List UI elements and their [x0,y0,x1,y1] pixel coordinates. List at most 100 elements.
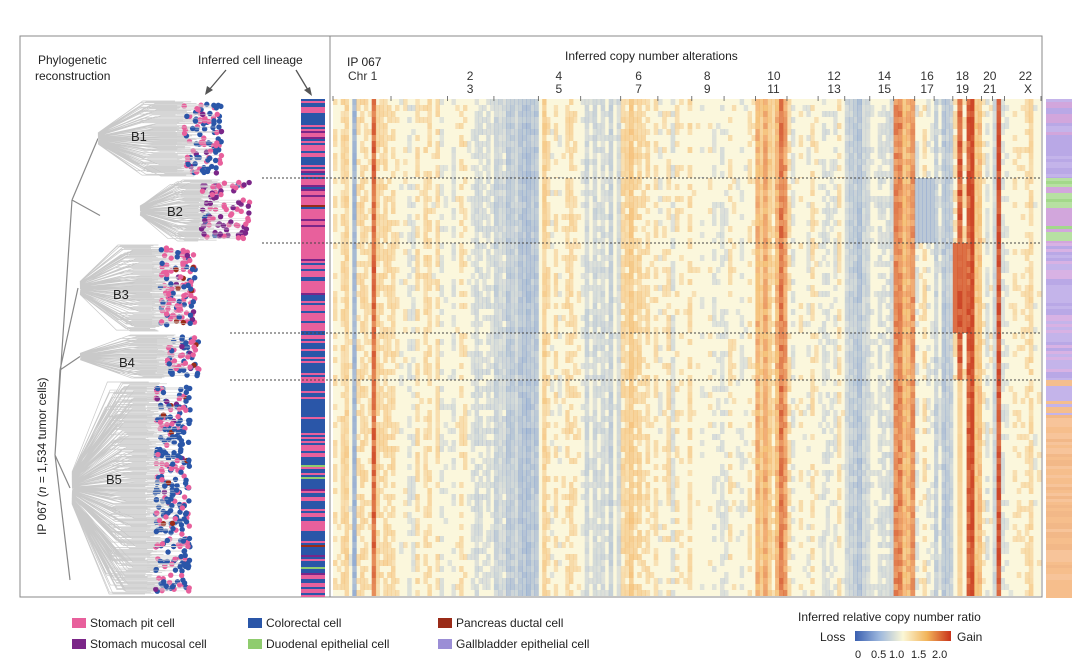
heatmap-cell [482,542,487,548]
lineage-row [301,123,325,125]
heatmap-cell [371,190,377,196]
heatmap-cell [482,105,487,111]
heatmap-cell [522,267,527,273]
heatmap-cell [375,147,380,153]
heatmap-cell [423,476,428,482]
heatmap-cell [344,147,349,153]
heatmap-cell [502,261,507,267]
cell-dot [179,334,186,340]
heatmap-cell [592,428,598,434]
heatmap-cell [493,560,499,566]
cell-dot [179,568,185,574]
heatmap-cell [534,273,539,279]
heatmap-cell [435,339,440,345]
heatmap-cell [403,159,408,165]
heatmap-cell [530,351,535,357]
right-lineage-row [1046,380,1072,383]
heatmap-cell [379,123,384,129]
heatmap-cell [518,345,523,351]
heatmap-cell [573,196,578,202]
heatmap-cell [344,345,349,351]
cell-dot [186,394,192,401]
heatmap-cell [333,135,338,141]
heatmap-cell [542,99,547,105]
lineage-row [301,211,325,213]
heatmap-cell [510,309,515,315]
heatmap-cell [379,440,384,446]
cell-dot [213,170,220,176]
heatmap-cell [526,321,531,327]
heatmap-cell [518,446,523,452]
heatmap-cell [356,578,361,584]
heatmap-cell [493,476,499,482]
lineage-row [301,571,325,573]
heatmap-cell [371,500,377,506]
heatmap-cell [553,434,559,440]
heatmap-cell [352,416,357,422]
right-lineage-row [1046,162,1072,165]
cell-dot [195,107,201,113]
heatmap-cell [518,458,523,464]
heatmap-cell [569,279,574,285]
heatmap-cell [411,226,416,232]
heatmap-cell [352,554,357,560]
heatmap-cell [534,369,539,375]
heatmap-cell [375,105,380,111]
heatmap-cell [592,321,598,327]
heatmap-cell [490,458,495,464]
right-lineage-row [1046,553,1072,556]
right-lineage-row [1046,202,1072,205]
heatmap-cell [522,255,527,261]
heatmap-cell [498,410,503,416]
heatmap-cell [549,190,555,196]
heatmap-cell [344,530,349,536]
lineage-row [301,329,325,331]
heatmap-cell [588,416,594,422]
heatmap-cell [592,129,598,135]
heatmap-cell [423,446,428,452]
heatmap-cell [478,536,483,542]
heatmap-cell [395,345,400,351]
heatmap-cell [356,380,361,386]
heatmap-cell [333,214,338,220]
cell-dot [176,582,183,588]
heatmap-cell [371,135,377,141]
heatmap-cell [522,232,527,238]
heatmap-cell [530,380,535,386]
heatmap-cell [371,165,377,171]
heatmap-cell [584,494,590,500]
heatmap-cell [569,572,574,578]
heatmap-cell [534,482,539,488]
heatmap-cell [435,321,440,327]
cell-dot [181,284,187,290]
heatmap-cell [427,208,432,214]
heatmap-cell [333,404,338,410]
heatmap-cell [474,488,479,494]
heatmap-cell [387,398,392,404]
heatmap-cell [431,279,436,285]
heatmap-cell [592,123,598,129]
heatmap-cell [352,243,357,249]
right-lineage-row [1046,273,1072,276]
heatmap-cell [348,363,353,369]
right-lineage-row [1046,135,1072,138]
lineage-row [301,473,325,475]
heatmap-cell [407,590,412,596]
heatmap-cell [588,159,594,165]
heatmap-cell [478,321,483,327]
heatmap-cell [486,190,491,196]
heatmap-cell [518,512,523,518]
heatmap-cell [573,333,578,339]
lineage-row [301,163,325,165]
heatmap-cell [534,494,539,500]
cell-dot [158,319,165,325]
heatmap-cell [565,422,570,428]
lineage-row [301,333,325,335]
heatmap-cell [344,327,349,333]
heatmap-cell [391,309,396,315]
heatmap-cell [470,428,476,434]
cell-dot [207,110,213,117]
cell-dot [182,480,189,486]
lineage-row [301,101,325,103]
heatmap-cell [506,220,511,226]
